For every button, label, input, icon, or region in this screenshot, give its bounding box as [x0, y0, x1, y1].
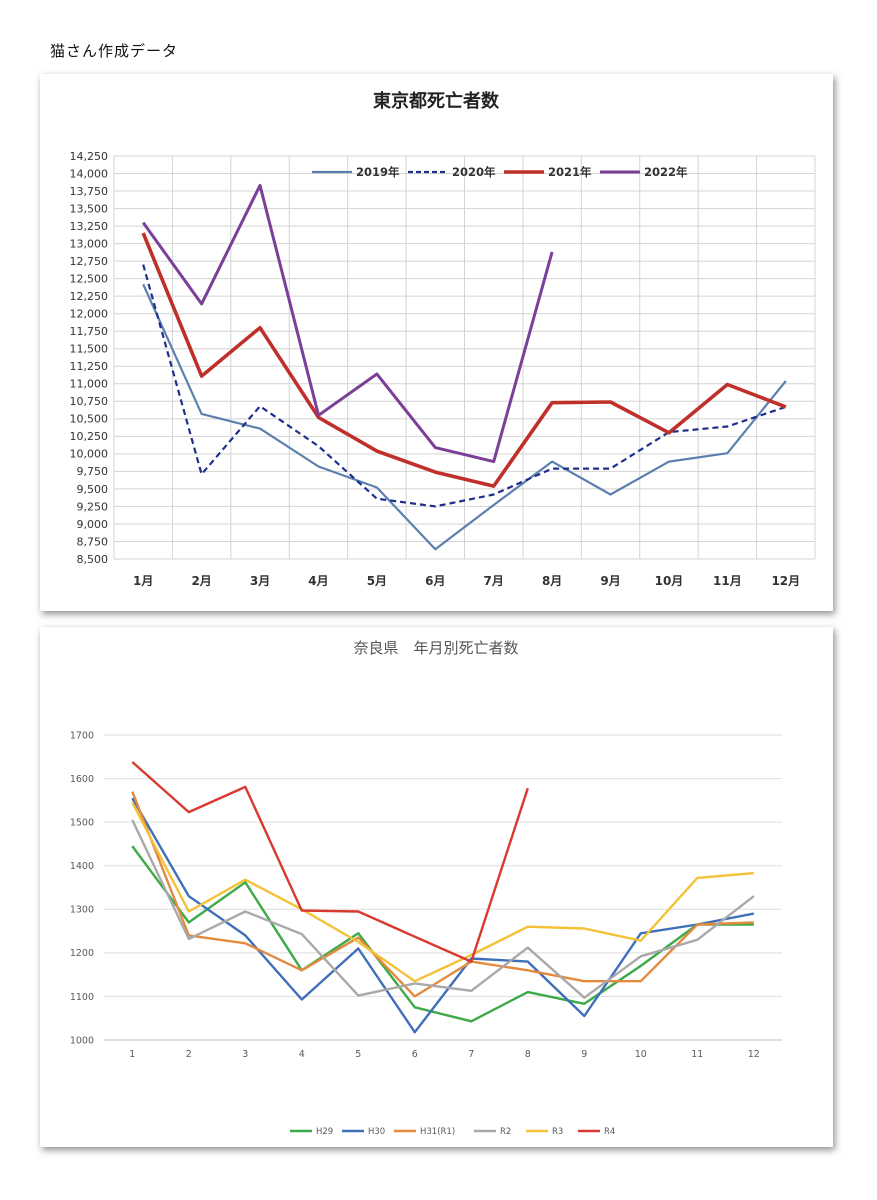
y-tick-label: 13,250 [70, 220, 109, 233]
y-tick-label: 10,750 [70, 395, 109, 408]
x-tick-label: 11 [691, 1049, 703, 1060]
x-tick-label: 5月 [367, 574, 387, 588]
x-tick-label: 10月 [655, 574, 684, 588]
x-tick-label: 8 [525, 1049, 531, 1060]
y-tick-label: 9,000 [77, 518, 109, 531]
legend-label: H30 [368, 1127, 385, 1137]
y-tick-label: 9,250 [77, 500, 109, 513]
x-tick-label: 3 [242, 1049, 248, 1060]
y-tick-label: 10,250 [70, 430, 109, 443]
y-tick-label: 1100 [70, 992, 94, 1003]
x-tick-label: 8月 [542, 574, 562, 588]
series-line-H31(R1) [131, 791, 754, 998]
legend-label: H31(R1) [420, 1127, 455, 1137]
series-line-2019年 [142, 283, 787, 551]
y-tick-label: 14,000 [70, 167, 109, 180]
x-tick-label: 12月 [771, 574, 800, 588]
y-tick-label: 11,500 [70, 343, 109, 356]
x-tick-label: 9月 [600, 574, 620, 588]
y-tick-label: 11,000 [70, 378, 109, 391]
tokyo-chart-panel: 東京都死亡者数 8,500 8,750 9,000 9,250 9,500 9,750 10,… [40, 74, 833, 611]
y-tick-label: 9,750 [77, 465, 109, 478]
y-tick-label: 11,250 [70, 360, 109, 373]
x-tick-label: 10 [635, 1049, 647, 1060]
y-tick-label: 8,750 [77, 535, 109, 548]
series-line-H30 [131, 797, 755, 1034]
x-tick-label: 2 [186, 1049, 192, 1060]
y-tick-label: 13,500 [70, 202, 109, 215]
nara-chart: 奈良県 年月別死亡者数 1000 1100 1200 1300 1400 1500 1600 1… [70, 639, 782, 1137]
y-tick-label: 12,250 [70, 290, 109, 303]
nara-chart-panel: 奈良県 年月別死亡者数 1000 1100 1200 1300 1400 1500 1600 1… [40, 627, 833, 1147]
y-tick-label: 12,500 [70, 273, 109, 286]
series-line-2021年 [141, 232, 787, 488]
y-tick-label: 9,500 [77, 483, 109, 496]
x-tick-label: 7 [468, 1049, 474, 1060]
series-line-H29 [131, 845, 754, 1023]
x-tick-label: 6月 [425, 574, 445, 588]
y-tick-label: 14,250 [70, 150, 109, 163]
x-tick-label: 1月 [133, 574, 153, 588]
legend-label: H29 [316, 1127, 333, 1137]
x-tick-label: 12 [748, 1049, 760, 1060]
y-tick-label: 10,000 [70, 448, 109, 461]
x-tick-label: 4月 [308, 574, 328, 588]
y-tick-label: 12,750 [70, 255, 109, 268]
x-tick-label: 1 [129, 1049, 135, 1060]
tokyo-chart: 東京都死亡者数 8,500 8,750 9,000 9,250 9,500 9,750 10,… [70, 90, 816, 588]
y-tick-label: 13,000 [70, 237, 109, 250]
series-line-2020年 [142, 264, 787, 508]
legend-label: R2 [500, 1127, 511, 1137]
x-tick-label: 5 [355, 1049, 361, 1060]
x-tick-label: 2月 [191, 574, 211, 588]
y-tick-label: 1600 [70, 774, 94, 785]
series-line-R3 [131, 801, 754, 983]
x-tick-label: 7月 [484, 574, 504, 588]
legend-label: R4 [604, 1127, 615, 1137]
x-tick-label: 4 [299, 1049, 305, 1060]
caption: 猫さん作成データ [50, 42, 179, 60]
chart-title: 東京都死亡者数 [373, 90, 500, 112]
series-line-2022年 [141, 183, 554, 464]
legend-label: R3 [552, 1127, 563, 1137]
y-tick-label: 1700 [70, 730, 94, 741]
y-tick-label: 8,500 [77, 553, 109, 566]
series-line-R4 [131, 761, 529, 963]
y-tick-label: 10,500 [70, 413, 109, 426]
legend-label: 2021年 [548, 165, 592, 179]
x-tick-label: 6 [412, 1049, 418, 1060]
series-line-R2 [131, 819, 755, 999]
y-tick-label: 13,750 [70, 185, 109, 198]
legend-label: 2019年 [356, 165, 400, 179]
y-tick-label: 1200 [70, 948, 94, 959]
legend-label: 2022年 [644, 165, 688, 179]
x-tick-label: 11月 [713, 574, 742, 588]
y-tick-label: 1500 [70, 817, 94, 828]
x-tick-label: 9 [581, 1049, 587, 1060]
y-tick-label: 12,000 [70, 308, 109, 321]
y-tick-label: 1400 [70, 861, 94, 872]
x-tick-label: 3月 [250, 574, 270, 588]
legend-label: 2020年 [452, 165, 496, 179]
chart-title: 奈良県 年月別死亡者数 [353, 639, 518, 657]
y-tick-label: 1300 [70, 905, 94, 916]
y-tick-label: 1000 [70, 1035, 94, 1046]
y-tick-label: 11,750 [70, 325, 109, 338]
